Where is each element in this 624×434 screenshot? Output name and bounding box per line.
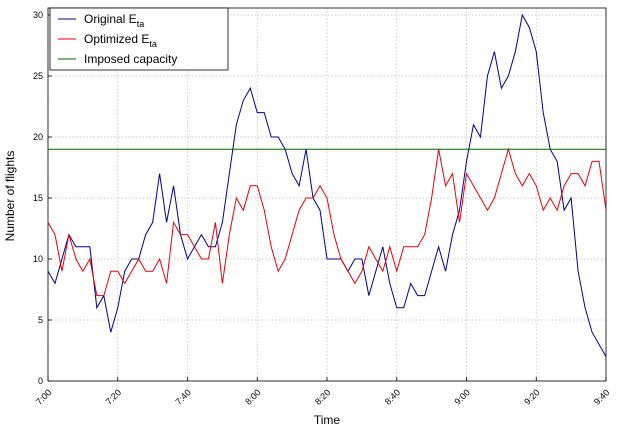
x-tick-label: 8:20: [313, 387, 332, 406]
plot-frame: [47, 7, 607, 382]
x-tick-label: 8:40: [383, 387, 402, 406]
x-tick-label: 8:00: [243, 387, 262, 406]
x-tick-label: 9:20: [522, 387, 541, 406]
legend-name: Optimized E: [84, 32, 149, 46]
x-tick-label: 7:00: [34, 387, 53, 406]
x-tick-label: 9:40: [592, 387, 611, 406]
y-tick-label: 15: [33, 193, 43, 203]
legend-name: Imposed capacity: [84, 52, 177, 66]
legend-box: [49, 7, 229, 71]
y-axis-title: Number of flights: [3, 151, 17, 242]
y-tick-label: 30: [33, 10, 43, 20]
x-tick-label: 7:40: [173, 387, 192, 406]
series-line: [47, 147, 607, 297]
y-tick-label: 5: [38, 315, 43, 325]
x-tick-label: 9:00: [452, 387, 471, 406]
x-axis-title: Time: [314, 413, 341, 427]
legend-label: Original Eta: [84, 12, 144, 29]
legend-name: Original E: [84, 12, 137, 26]
series-line: [47, 13, 607, 357]
x-tick-label: 7:20: [104, 387, 123, 406]
legend-label: Imposed capacity: [84, 52, 177, 66]
legend-subscript: ta: [137, 19, 145, 29]
legend-label: Optimized Eta: [84, 32, 157, 49]
legend-subscript: ta: [149, 39, 157, 49]
y-tick-label: 10: [33, 254, 43, 264]
y-tick-label: 20: [33, 132, 43, 142]
y-tick-label: 25: [33, 71, 43, 81]
y-tick-label: 0: [38, 376, 43, 386]
